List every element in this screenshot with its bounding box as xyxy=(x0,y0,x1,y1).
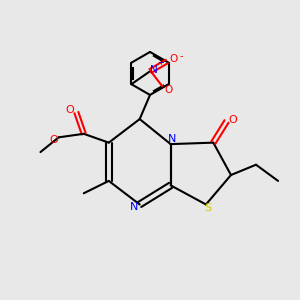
Text: O: O xyxy=(165,85,173,95)
Text: -: - xyxy=(180,51,183,61)
Text: O: O xyxy=(65,105,74,115)
Text: S: S xyxy=(204,203,211,213)
Text: O: O xyxy=(49,135,58,145)
Text: N: N xyxy=(168,134,176,144)
Text: N: N xyxy=(130,202,139,212)
Text: O: O xyxy=(170,54,178,64)
Text: O: O xyxy=(229,115,237,125)
Text: N: N xyxy=(150,65,157,75)
Text: +: + xyxy=(158,58,164,67)
